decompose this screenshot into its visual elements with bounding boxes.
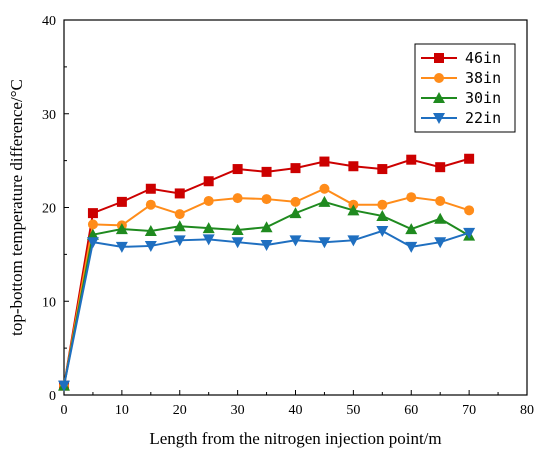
data-point — [173, 220, 186, 232]
x-tick-label: 50 — [346, 403, 360, 418]
data-point — [348, 161, 359, 172]
legend-label: 46in — [465, 49, 501, 67]
series-line — [63, 229, 470, 386]
data-point — [116, 196, 127, 207]
series-line — [63, 157, 470, 386]
x-tick-label: 0 — [61, 403, 68, 418]
x-tick-label: 30 — [231, 403, 245, 418]
data-point — [377, 164, 388, 175]
x-tick-label: 40 — [289, 403, 303, 418]
data-point — [203, 176, 214, 187]
data-point — [174, 209, 185, 220]
data-point — [319, 156, 330, 167]
data-point — [202, 234, 215, 246]
data-point — [115, 223, 128, 235]
data-point — [406, 192, 417, 203]
data-point — [376, 209, 389, 221]
legend-item: 38in — [421, 69, 501, 87]
y-tick-label: 40 — [42, 14, 56, 29]
series-line — [63, 187, 470, 386]
legend-label: 30in — [465, 89, 501, 107]
data-point — [145, 199, 156, 210]
legend-marker — [433, 92, 445, 103]
data-point — [58, 380, 70, 392]
series-layer — [58, 153, 476, 392]
data-point — [260, 221, 273, 233]
data-point — [435, 195, 446, 206]
legend-marker — [434, 73, 444, 83]
legend-marker — [434, 53, 444, 63]
data-point — [87, 208, 98, 219]
y-tick-label: 30 — [42, 108, 56, 123]
data-point — [261, 166, 272, 177]
data-point — [144, 240, 157, 252]
data-point — [464, 205, 475, 216]
series-38in — [59, 183, 475, 391]
y-tick-label: 0 — [49, 389, 56, 404]
data-point — [203, 195, 214, 206]
series-30in — [58, 195, 476, 391]
x-tick-label: 80 — [520, 403, 534, 418]
series-46in — [59, 153, 475, 391]
legend-item: 46in — [421, 49, 501, 67]
y-axis-title: top-bottom temperature difference/°C — [7, 79, 26, 336]
data-point — [231, 224, 244, 235]
data-point — [232, 164, 243, 175]
data-point — [261, 194, 272, 205]
data-point — [290, 163, 301, 174]
x-tick-label: 20 — [173, 403, 187, 418]
data-point — [318, 195, 331, 207]
data-point — [145, 183, 156, 194]
data-point — [435, 162, 446, 173]
legend-label: 22in — [465, 109, 501, 127]
data-point — [144, 224, 157, 236]
data-point — [232, 193, 243, 204]
y-tick-label: 10 — [42, 295, 56, 310]
data-point — [87, 219, 98, 230]
data-point — [463, 227, 476, 239]
data-point — [86, 228, 99, 240]
x-tick-label: 60 — [404, 403, 418, 418]
legend-item: 22in — [421, 109, 501, 127]
x-tick-label: 10 — [115, 403, 129, 418]
data-point — [434, 212, 447, 224]
x-tick-label: 70 — [462, 403, 476, 418]
data-point — [173, 235, 186, 247]
data-point — [115, 241, 128, 253]
data-point — [405, 241, 418, 253]
data-point — [464, 153, 475, 164]
legend-marker — [433, 113, 445, 124]
data-point — [231, 237, 244, 249]
data-point — [377, 199, 388, 210]
data-point — [434, 237, 447, 249]
legend: 46in 38in 30in 22in — [414, 43, 516, 133]
y-tick-label: 20 — [42, 202, 56, 217]
data-point — [319, 183, 330, 194]
data-point — [289, 235, 302, 247]
data-point — [347, 204, 360, 216]
data-point — [202, 222, 215, 234]
data-point — [174, 188, 185, 199]
data-point — [289, 207, 302, 219]
data-point — [376, 225, 389, 237]
data-point — [86, 237, 99, 249]
x-axis-title: Length from the nitrogen injection point… — [149, 429, 441, 448]
data-point — [347, 235, 360, 247]
series-22in — [58, 225, 476, 392]
legend-item: 30in — [421, 89, 501, 107]
data-point — [260, 240, 273, 251]
data-point — [405, 223, 418, 235]
data-point — [406, 154, 417, 165]
axes: 0 10 20 30 40 50 60 70 80 0 10 20 30 40 — [42, 14, 534, 418]
legend-label: 38in — [465, 69, 501, 87]
data-point — [318, 237, 331, 249]
data-point — [290, 196, 301, 207]
